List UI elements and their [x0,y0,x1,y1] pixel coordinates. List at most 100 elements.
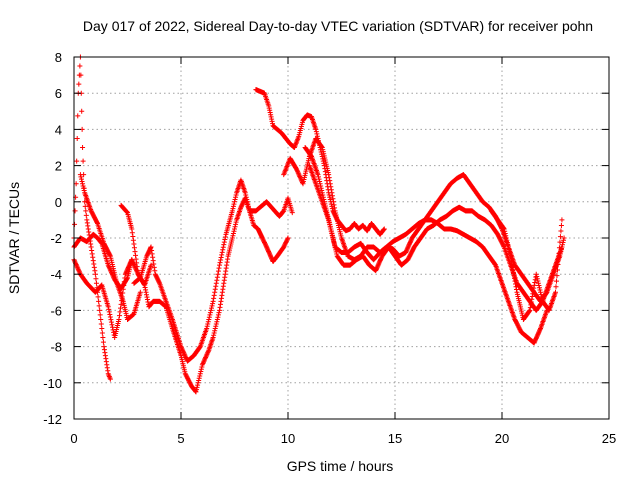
data-point [221,242,227,248]
data-point [81,187,87,193]
data-point [82,203,88,209]
data-point [328,187,334,193]
data-point [195,382,201,388]
data-point [74,158,80,164]
data-point [98,321,104,327]
data-point [230,206,236,212]
data-point [205,321,211,327]
data-point [553,284,559,290]
data-point [110,324,116,330]
data-point [219,252,225,258]
data-point [285,235,291,241]
data-point [327,178,333,184]
data-point [150,254,156,260]
data-point [129,230,135,236]
data-point [538,289,544,295]
data-point [329,193,335,199]
data-point [327,181,333,187]
data-point [314,131,320,137]
data-point [74,135,80,141]
data-point [317,181,323,187]
data-point [220,247,226,253]
y-tick-label: -10 [43,376,62,391]
data-point [92,271,98,277]
data-point [327,194,333,200]
data-point [211,330,217,336]
y-tick-label: 6 [55,86,62,101]
data-point [243,194,249,200]
y-tick-label: -12 [43,412,62,427]
data-point [77,63,83,69]
data-point [504,240,510,246]
data-point [243,192,249,198]
data-point [317,178,323,184]
data-point [116,313,122,319]
data-point [108,319,114,325]
data-point [109,322,115,328]
data-point [229,235,235,241]
data-point [83,212,89,218]
data-point [131,245,137,251]
data-point [262,241,268,247]
data-point [141,281,147,287]
data-point [124,276,130,282]
data-point [328,184,334,190]
data-point [81,185,87,191]
data-point [381,227,387,233]
data-point [89,251,95,257]
data-point [204,323,210,329]
data-point [207,310,213,316]
data-point [134,264,140,270]
data-point [209,303,215,309]
data-point [260,236,266,242]
data-point [88,244,94,250]
data-point [118,301,124,307]
data-point [556,245,562,251]
data-point [212,289,218,295]
data-point [215,314,221,320]
y-tick-label: 0 [55,195,62,210]
data-point [557,239,563,245]
data-point [330,196,336,202]
series-track-1 [71,54,113,382]
data-point [553,289,558,295]
data-point [210,335,216,341]
data-point [244,199,250,205]
data-point [561,235,567,241]
data-point [230,230,236,236]
data-point [100,335,106,341]
data-point [319,144,325,150]
data-point [326,175,332,181]
data-point [129,226,135,232]
x-tick-label: 20 [495,431,509,446]
data-point [246,206,252,212]
data-point [134,260,140,266]
data-point [213,321,219,327]
y-axis-label: SDTVAR / TECUs [6,182,22,294]
data-point [97,307,103,313]
data-point [533,271,539,277]
data-point [213,283,219,289]
data-point [232,199,237,205]
series-track-6 [131,177,291,364]
data-point [95,294,101,300]
data-point [151,261,157,267]
data-point [208,305,214,311]
data-point [215,268,221,274]
data-point [215,312,221,318]
data-point [193,389,199,395]
data-point [536,283,542,289]
data-point [222,237,228,243]
data-point [289,210,295,216]
data-point [149,247,155,253]
data-point [100,339,106,345]
data-point [559,242,565,248]
data-point [120,290,126,296]
data-point [554,273,560,279]
data-point [83,208,89,214]
data-points [71,54,567,395]
data-point [505,242,511,248]
data-point [328,228,334,234]
data-point [195,380,201,386]
